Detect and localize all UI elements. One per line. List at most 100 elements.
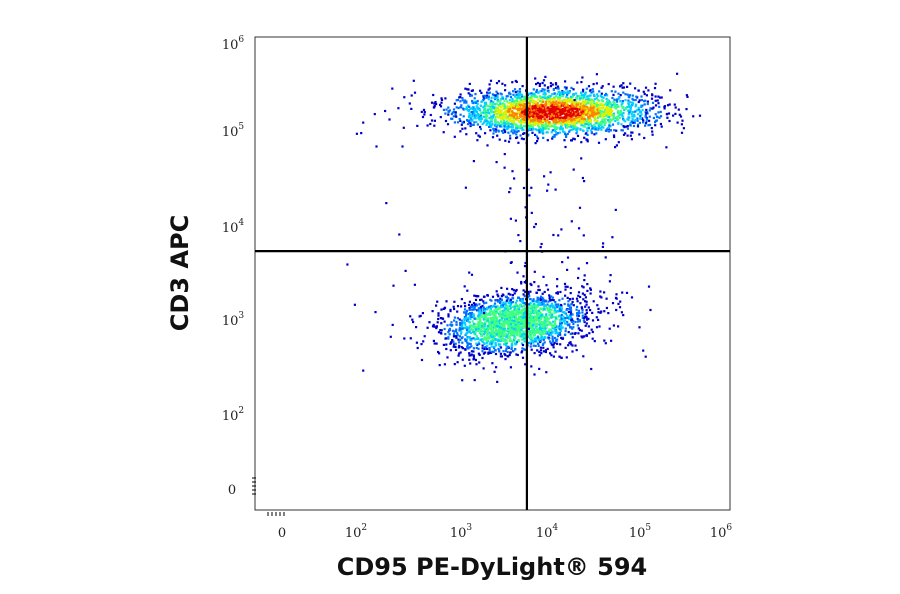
event-dot [453, 300, 456, 303]
event-dot [469, 324, 472, 327]
event-dot [545, 326, 548, 329]
event-dot [452, 332, 456, 335]
event-dot [543, 113, 546, 117]
event-dot [569, 125, 572, 128]
event-dot [512, 313, 515, 317]
event-dot [512, 325, 515, 328]
event-dot [487, 313, 490, 316]
event-dot [551, 93, 554, 96]
event-dot [507, 297, 510, 300]
event-dot [541, 309, 545, 312]
event-dot [633, 121, 636, 124]
event-dot [485, 347, 489, 350]
event-dot [598, 90, 601, 93]
event-dot [590, 110, 593, 113]
event-dot [613, 101, 616, 104]
event-dot [583, 96, 586, 99]
event-dot [599, 102, 602, 105]
event-dot [403, 337, 406, 340]
event-dot [547, 337, 551, 340]
event-dot [568, 323, 571, 326]
event-dot [545, 332, 548, 335]
event-dot [599, 311, 602, 314]
event-dot [497, 338, 500, 341]
event-dot [592, 90, 595, 93]
event-dot [654, 113, 657, 116]
event-dot [537, 288, 540, 292]
event-dot [481, 304, 484, 308]
event-dot [524, 318, 527, 321]
event-dot [459, 96, 462, 99]
event-dot [584, 122, 587, 125]
event-dot [519, 298, 522, 301]
event-dot [580, 81, 583, 84]
event-dot [629, 134, 632, 137]
event-dot [433, 342, 436, 345]
event-dot [523, 109, 526, 112]
event-dot [584, 91, 587, 94]
event-dot [534, 308, 537, 311]
event-dot [542, 131, 545, 134]
event-dot [455, 323, 458, 326]
event-dot [502, 309, 505, 312]
event-dot [564, 109, 567, 112]
event-dot [552, 325, 555, 328]
event-dot [549, 95, 552, 98]
event-dot [557, 305, 560, 308]
event-dot [519, 107, 522, 110]
event-dot [517, 339, 520, 342]
event-dot [493, 110, 496, 113]
event-dot [596, 109, 599, 112]
event-dot [584, 120, 587, 123]
event-dot [644, 355, 647, 358]
event-dot [560, 308, 563, 311]
event-dot [544, 100, 548, 103]
event-dot [575, 349, 578, 352]
event-dot [528, 97, 531, 100]
event-dot [630, 296, 634, 299]
event-dot [529, 298, 532, 301]
event-dot [497, 340, 500, 343]
event-dot [432, 106, 435, 109]
event-dot [597, 307, 600, 310]
event-dot [520, 111, 523, 114]
event-dot [496, 134, 499, 137]
event-dot [575, 110, 578, 113]
event-dot [475, 114, 478, 117]
event-dot [495, 290, 498, 293]
event-dot [498, 109, 501, 112]
event-dot [501, 117, 504, 120]
event-dot [573, 138, 576, 141]
event-dot [472, 314, 475, 317]
event-dot [533, 101, 536, 104]
event-dot [490, 109, 493, 112]
event-dot [556, 85, 560, 88]
event-dot [571, 300, 574, 304]
event-dot [550, 110, 553, 113]
event-dot [421, 312, 424, 315]
event-dot [540, 314, 544, 317]
event-dot [470, 123, 473, 127]
event-dot [566, 99, 569, 102]
event-dot [547, 113, 550, 117]
event-dot [495, 161, 498, 164]
event-dot [463, 99, 467, 102]
event-dot [602, 99, 605, 102]
event-dot [498, 299, 501, 302]
event-dot [498, 138, 501, 141]
event-dot [511, 343, 514, 346]
event-dot [560, 319, 563, 322]
event-dot [650, 97, 654, 100]
event-dot [522, 275, 525, 278]
x-axis-title: CD95 PE-DyLight® 594 [337, 553, 648, 581]
event-dot [576, 130, 579, 133]
event-dot [541, 343, 544, 346]
event-dot [503, 311, 506, 314]
event-dot [453, 363, 456, 366]
event-dot [555, 113, 558, 116]
event-dot [598, 107, 601, 110]
event-dot [547, 307, 550, 310]
event-dot [592, 101, 596, 104]
event-dot [478, 135, 481, 138]
event-dot [517, 305, 520, 308]
